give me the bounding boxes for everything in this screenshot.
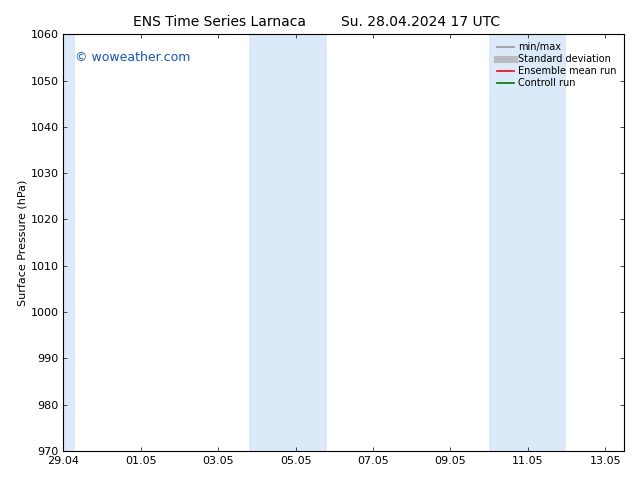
Bar xyxy=(489,34,566,451)
Text: ENS Time Series Larnaca        Su. 28.04.2024 17 UTC: ENS Time Series Larnaca Su. 28.04.2024 1… xyxy=(133,15,501,29)
Text: © woweather.com: © woweather.com xyxy=(75,51,190,64)
Bar xyxy=(63,34,75,451)
Legend: min/max, Standard deviation, Ensemble mean run, Controll run: min/max, Standard deviation, Ensemble me… xyxy=(494,39,619,91)
Bar xyxy=(249,34,327,451)
Y-axis label: Surface Pressure (hPa): Surface Pressure (hPa) xyxy=(18,179,28,306)
